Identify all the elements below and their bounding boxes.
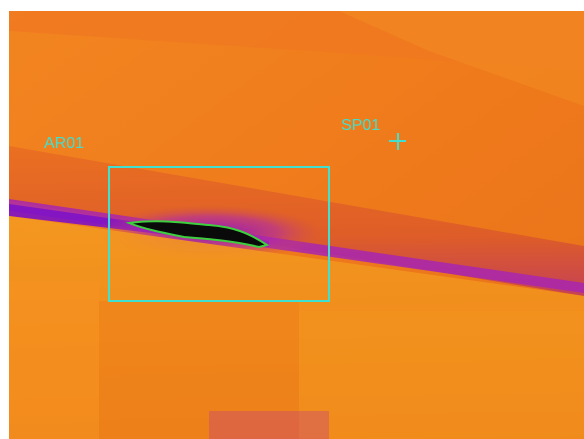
area-label: AR01 xyxy=(44,135,85,152)
crosshair-icon[interactable] xyxy=(389,133,406,150)
thermal-scene xyxy=(9,11,584,439)
spot-label: SP01 xyxy=(341,117,381,134)
thermal-image xyxy=(9,11,584,439)
isotherm-region xyxy=(125,220,270,249)
area-measurement-box[interactable] xyxy=(108,166,330,302)
